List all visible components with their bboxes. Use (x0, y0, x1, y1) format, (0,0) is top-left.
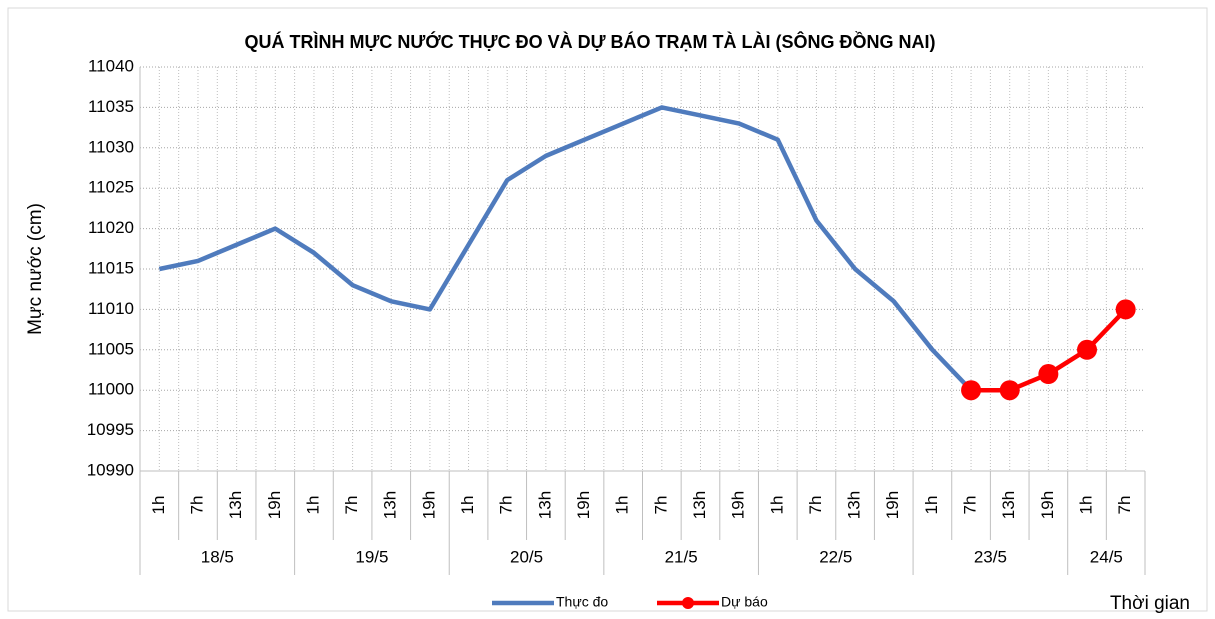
y-tick-label: 11030 (88, 137, 134, 156)
group-label: 22/5 (819, 547, 852, 566)
group-label: 24/5 (1090, 547, 1123, 566)
x-tick-label: 7h (187, 496, 206, 515)
x-tick-label: 19h (419, 491, 438, 519)
y-tick-label: 10990 (87, 460, 134, 479)
x-tick-label: 19h (729, 491, 748, 519)
legend-marker (682, 597, 694, 609)
x-tick-label: 7h (497, 496, 516, 515)
x-tick-label: 1h (303, 496, 322, 515)
x-tick-label: 13h (226, 491, 245, 519)
group-label: 23/5 (974, 547, 1007, 566)
chart-frame (7, 7, 1208, 612)
x-tick-label: 1h (613, 496, 632, 515)
group-label: 18/5 (201, 547, 234, 566)
y-tick-label: 10995 (87, 420, 134, 439)
x-tick-label: 19h (1038, 491, 1057, 519)
chart-title: QUÁ TRÌNH MỰC NƯỚC THỰC ĐO VÀ DỰ BÁO TRẠ… (244, 31, 935, 52)
x-tick-label: 1h (149, 496, 168, 515)
y-tick-label: 11010 (88, 299, 134, 318)
x-tick-label: 19h (265, 491, 284, 519)
data-point (1077, 339, 1098, 360)
group-label: 21/5 (665, 547, 698, 566)
x-tick-label: 1h (767, 496, 786, 515)
y-tick-label: 11035 (88, 97, 134, 116)
x-tick-label: 19h (883, 491, 902, 519)
x-tick-label: 7h (342, 496, 361, 515)
data-point (999, 380, 1020, 401)
y-tick-label: 11005 (88, 339, 134, 358)
x-axis-label: Thời gian (1110, 593, 1190, 614)
x-tick-label: 7h (651, 496, 670, 515)
legend-label: Dự báo (721, 594, 768, 610)
y-tick-label: 11040 (88, 56, 134, 75)
x-tick-label: 13h (535, 491, 554, 519)
data-line (158, 105, 973, 392)
group-label: 20/5 (510, 547, 543, 566)
x-tick-label: 19h (574, 491, 593, 519)
x-tick-label: 7h (1115, 496, 1134, 515)
x-tick-label: 13h (690, 491, 709, 519)
x-tick-label: 7h (961, 496, 980, 515)
data-point (1115, 299, 1136, 320)
y-tick-label: 11015 (88, 258, 134, 277)
x-tick-label: 1h (1077, 496, 1096, 515)
x-tick-label: 1h (922, 496, 941, 515)
legend-label: Thực đo (556, 594, 608, 610)
y-tick-label: 11025 (88, 178, 134, 197)
x-tick-label: 13h (999, 491, 1018, 519)
data-point (1038, 364, 1059, 385)
group-label: 19/5 (355, 547, 388, 566)
y-tick-label: 11000 (88, 380, 134, 399)
x-tick-label: 13h (845, 491, 864, 519)
y-tick-label: 11020 (88, 218, 134, 237)
x-tick-label: 13h (381, 491, 400, 519)
x-tick-label: 1h (458, 496, 477, 515)
y-axis-label: Mực nước (cm) (25, 203, 46, 335)
data-point (961, 380, 982, 401)
x-tick-label: 7h (806, 496, 825, 515)
